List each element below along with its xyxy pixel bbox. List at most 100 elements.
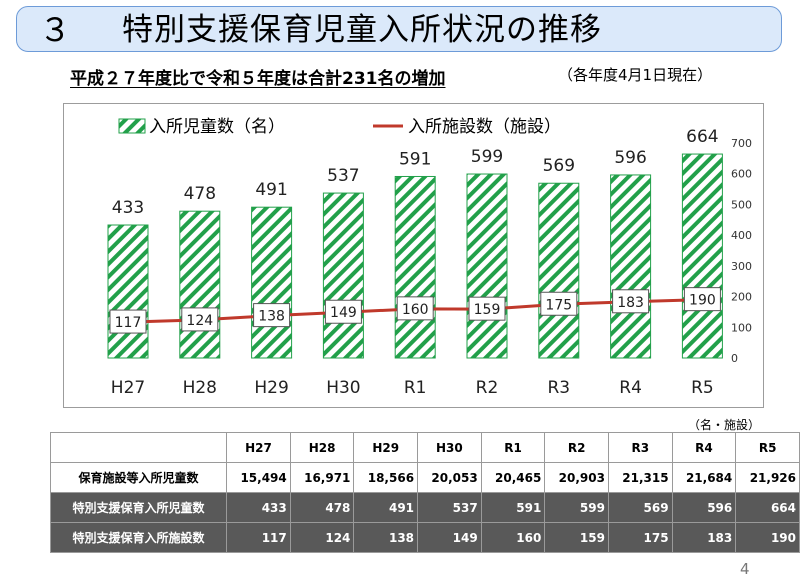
bar-value-label: 596 <box>614 148 646 168</box>
table-header-cell: R1 <box>480 432 546 463</box>
table-cell: 596 <box>671 492 737 523</box>
summary-subtitle: 平成２７年度比で令和５年度は合計231名の増加 <box>70 69 446 89</box>
bar <box>681 153 723 359</box>
y-tick-label: 700 <box>731 137 752 150</box>
table-header-row: H27 H28 H29 H30 R1 R2 R3 R4 R5 <box>49 432 800 463</box>
table-cell: 599 <box>544 492 609 523</box>
bar-value-label: 433 <box>112 198 144 218</box>
table-cell: 124 <box>289 522 355 553</box>
table-cell: 16,971 <box>289 462 355 493</box>
table-cell: 20,465 <box>480 462 546 493</box>
table-body: 保育施設等入所児童数 15,494 16,971 18,566 20,053 20,465… <box>49 462 800 553</box>
bar-labels: 433 478 491 537 591 599 569 596 664 <box>112 127 719 218</box>
bar <box>610 174 652 359</box>
line-value-label: 149 <box>330 305 357 321</box>
x-tick-label: R4 <box>619 378 642 398</box>
y-axis: 0 100 200 300 400 500 600 700 <box>731 137 752 365</box>
table-cell: 117 <box>226 522 291 553</box>
table-cell: 138 <box>353 522 419 553</box>
combo-chart: 入所児童数（名） 入所施設数（施設） 0 100 200 300 400 500 600 70… <box>107 117 752 398</box>
x-tick-label: R5 <box>691 378 714 398</box>
table-cell: 149 <box>417 522 482 553</box>
page-number: 4 <box>740 560 750 578</box>
table-header-cell: H30 <box>417 432 482 463</box>
bar-value-label: 664 <box>686 127 718 147</box>
bar-value-label: 569 <box>543 156 575 176</box>
table-corner-cell <box>49 432 228 463</box>
table-cell: 15,494 <box>226 462 291 493</box>
y-tick-label: 100 <box>731 321 752 334</box>
x-tick-label: R2 <box>476 378 499 398</box>
title-banner: ３ 特別支援保育児童入所状況の推移 <box>16 6 782 52</box>
table-row: 特別支援保育入所児童数 433 478 491 537 591 599 569 596 664 <box>49 492 800 523</box>
page-title: 特別支援保育児童入所状況の推移 <box>122 12 602 48</box>
table-cell: 569 <box>607 492 673 523</box>
as-of-note: （各年度4月1日現在） <box>558 66 713 84</box>
chart-frame <box>63 103 764 408</box>
line-point-box <box>396 296 434 321</box>
x-tick-label: H29 <box>254 378 288 398</box>
x-tick-label: R1 <box>404 378 427 398</box>
line-value-label: 124 <box>186 313 213 329</box>
unit-note: （名・施設） <box>688 418 761 432</box>
y-tick-label: 200 <box>731 291 752 304</box>
table-cell: 664 <box>735 492 800 523</box>
table-header-cell: H28 <box>289 432 355 463</box>
line-value-label: 138 <box>258 309 285 325</box>
bar-value-label: 599 <box>471 147 503 167</box>
table-cell: 591 <box>480 492 546 523</box>
bar <box>179 210 221 359</box>
line-value-label: 190 <box>689 293 716 309</box>
line-point-box <box>468 296 506 321</box>
table-row: 保育施設等入所児童数 15,494 16,971 18,566 20,053 20,465… <box>49 462 800 493</box>
data-table: H27 H28 H29 H30 R1 R2 R3 R4 R5 保育施設等入所児童数 15,494 1… <box>49 432 800 553</box>
bar <box>251 206 293 359</box>
y-tick-label: 500 <box>731 198 752 211</box>
table-header-cell: H27 <box>226 432 291 463</box>
legend: 入所児童数（名） 入所施設数（施設） <box>118 117 561 137</box>
bars <box>107 153 723 359</box>
table-cell: 478 <box>289 492 355 523</box>
table-cell: 183 <box>671 522 737 553</box>
line-point-box <box>612 289 650 314</box>
table-cell: 18,566 <box>353 462 419 493</box>
line-value-label: 159 <box>474 302 501 318</box>
facility-line: 117 124 138 149 160 159 175 183 190 <box>109 287 721 334</box>
bar <box>466 173 508 359</box>
table-cell: 21,926 <box>735 462 800 493</box>
table-header-cell: R4 <box>671 432 737 463</box>
y-tick-label: 0 <box>731 352 738 365</box>
table-cell: 21,684 <box>671 462 737 493</box>
table-row: 特別支援保育入所施設数 117 124 138 149 160 159 175 183 190 <box>49 522 800 553</box>
line-value-label: 175 <box>545 297 572 313</box>
bar-value-label: 478 <box>184 184 216 204</box>
line-point-box <box>540 291 578 316</box>
x-tick-label: R3 <box>547 378 570 398</box>
bar <box>538 182 580 359</box>
x-axis-labels: H27 H28 H29 H30 R1 R2 R3 R4 R5 <box>111 378 714 398</box>
line-value-label: 117 <box>115 315 142 331</box>
bar <box>322 192 364 359</box>
table-header-cell: R3 <box>607 432 673 463</box>
bar-value-label: 591 <box>399 149 431 169</box>
line-value-label: 183 <box>617 295 644 311</box>
line-point-box <box>109 309 147 334</box>
row-label: 特別支援保育入所施設数 <box>49 522 228 553</box>
table-cell: 159 <box>544 522 609 553</box>
table-cell: 190 <box>735 522 800 553</box>
table-cell: 20,053 <box>417 462 482 493</box>
line-point-box <box>181 307 219 332</box>
table-cell: 20,903 <box>544 462 609 493</box>
y-tick-label: 400 <box>731 229 752 242</box>
table-header-cell: R2 <box>544 432 609 463</box>
row-label: 保育施設等入所児童数 <box>49 462 228 493</box>
line-point-box <box>253 303 291 328</box>
bar-value-label: 491 <box>255 180 287 200</box>
x-tick-label: H27 <box>111 378 145 398</box>
table-cell: 491 <box>353 492 419 523</box>
row-label: 特別支援保育入所児童数 <box>49 492 228 523</box>
legend-bar-swatch <box>118 118 146 134</box>
table-cell: 160 <box>480 522 546 553</box>
table-cell: 537 <box>417 492 482 523</box>
y-tick-label: 600 <box>731 168 752 181</box>
